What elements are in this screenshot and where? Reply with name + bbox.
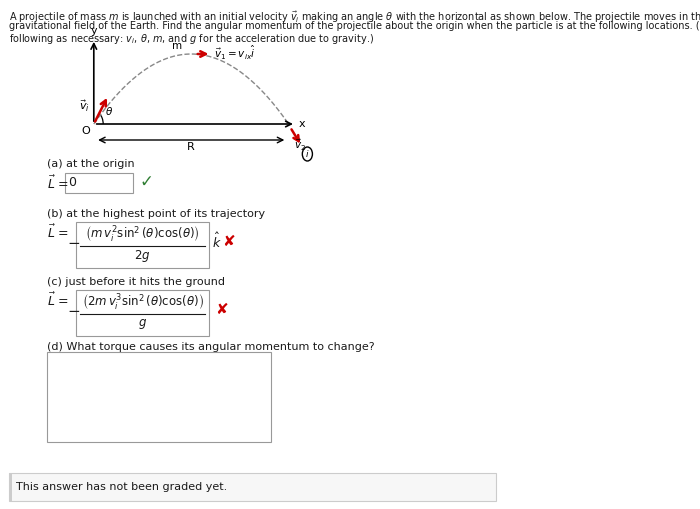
Text: (b) at the highest point of its trajectory: (b) at the highest point of its trajecto… [47,209,265,219]
Text: (d) What torque causes its angular momentum to change?: (d) What torque causes its angular momen… [47,342,374,352]
Text: $\vec{L}$ =: $\vec{L}$ = [47,175,69,192]
Text: (a) at the origin: (a) at the origin [47,159,134,169]
FancyBboxPatch shape [8,473,11,501]
FancyBboxPatch shape [65,173,134,193]
Text: $-$: $-$ [67,301,80,317]
Text: gravitational field of the Earth. Find the angular momentum of the projectile ab: gravitational field of the Earth. Find t… [8,21,700,31]
Text: $g$: $g$ [138,317,147,331]
Text: $\theta$: $\theta$ [105,105,113,117]
Text: $\left(2m\,v_i^3\sin^2(\theta)\cos(\theta)\right)$: $\left(2m\,v_i^3\sin^2(\theta)\cos(\thet… [82,292,204,312]
Text: O: O [81,126,90,136]
FancyBboxPatch shape [76,222,209,268]
Text: y: y [90,26,97,36]
Text: R: R [188,142,195,152]
Text: A projectile of mass $m$ is launched with an initial velocity $\vec{v}_i$ making: A projectile of mass $m$ is launched wit… [8,10,700,25]
Text: $\vec{L}$ =: $\vec{L}$ = [47,292,69,309]
FancyBboxPatch shape [76,290,209,336]
Text: $\hat{k}$: $\hat{k}$ [212,232,222,250]
Text: This answer has not been graded yet.: This answer has not been graded yet. [16,482,227,492]
Text: $\vec{v}_1 = v_{ix}\hat{i}$: $\vec{v}_1 = v_{ix}\hat{i}$ [214,44,256,62]
Text: ✘: ✘ [215,301,228,317]
Text: (c) just before it hits the ground: (c) just before it hits the ground [47,277,225,287]
Text: $\vec{v}_2$: $\vec{v}_2$ [295,138,307,153]
Text: i: i [306,150,309,158]
Text: $\vec{L}$ =: $\vec{L}$ = [47,224,69,241]
Text: $\vec{v}_i$: $\vec{v}_i$ [79,98,90,114]
Text: $2g$: $2g$ [134,248,150,264]
Text: $-$: $-$ [67,234,80,248]
Text: ✓: ✓ [139,173,153,191]
Text: m: m [172,41,183,51]
Text: 0: 0 [69,176,76,188]
FancyBboxPatch shape [8,473,496,501]
Text: ✘: ✘ [222,234,235,248]
Text: $\left(m\,v_i^2\sin^2(\theta)\cos(\theta)\right)$: $\left(m\,v_i^2\sin^2(\theta)\cos(\theta… [85,224,199,244]
Text: x: x [299,119,305,129]
Text: following as necessary: $v_i$, $\theta$, $m$, and $g$ for the acceleration due t: following as necessary: $v_i$, $\theta$,… [8,32,374,46]
FancyBboxPatch shape [47,352,271,442]
